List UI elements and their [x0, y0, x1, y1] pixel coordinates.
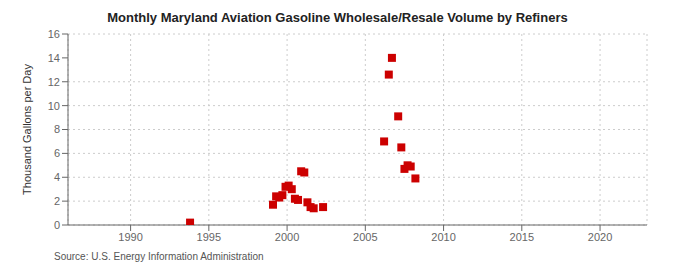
svg-text:2020: 2020 — [588, 231, 612, 243]
svg-text:2: 2 — [54, 195, 60, 207]
svg-text:Thousand Gallons per Day: Thousand Gallons per Day — [21, 64, 33, 195]
svg-text:14: 14 — [48, 52, 60, 64]
svg-text:6: 6 — [54, 147, 60, 159]
svg-text:10: 10 — [48, 100, 60, 112]
svg-text:4: 4 — [54, 171, 60, 183]
svg-text:2015: 2015 — [510, 231, 534, 243]
svg-text:8: 8 — [54, 123, 60, 135]
svg-text:1995: 1995 — [197, 231, 221, 243]
svg-text:2010: 2010 — [431, 231, 455, 243]
svg-text:12: 12 — [48, 76, 60, 88]
svg-text:2000: 2000 — [275, 231, 299, 243]
html-text:Monthly Maryland Aviation Gaso: Monthly Maryland Aviation Gasoline Whole… — [107, 10, 568, 25]
svg-text:1990: 1990 — [118, 231, 142, 243]
svg-text:16: 16 — [48, 28, 60, 40]
svg-text:0: 0 — [54, 219, 60, 231]
html-text:Source: U.S. Energy Informatio: Source: U.S. Energy Information Administ… — [54, 251, 264, 262]
svg-text:2005: 2005 — [353, 231, 377, 243]
